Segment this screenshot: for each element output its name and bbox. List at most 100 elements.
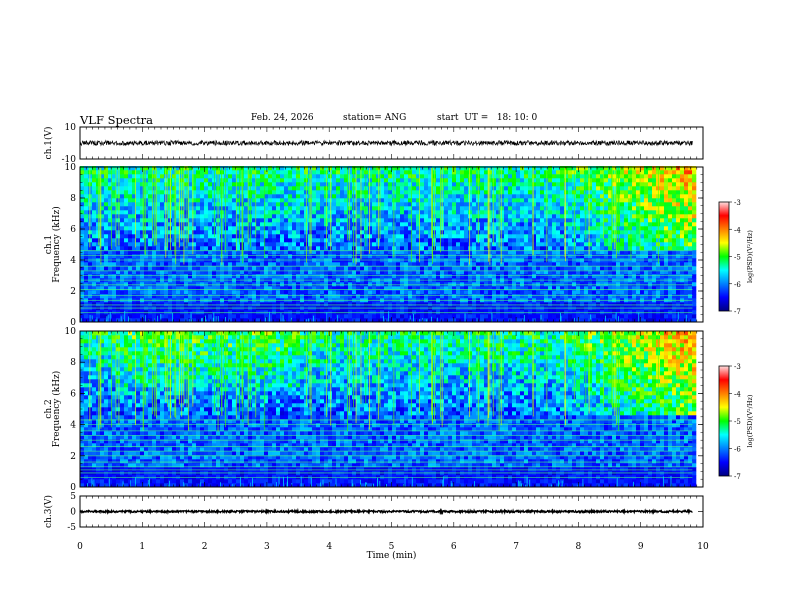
spectrogram-cell — [576, 314, 581, 319]
spectrogram-cell — [468, 202, 473, 207]
spectrogram-cell — [376, 246, 381, 251]
spectrogram-cell — [356, 262, 361, 267]
spectrogram-cell — [540, 230, 545, 235]
spectrogram-cell — [80, 198, 85, 203]
spectrogram-cell — [284, 202, 289, 207]
spectrogram-cell — [144, 302, 149, 307]
spectrogram-cell — [360, 262, 365, 267]
spectrogram-cell — [472, 182, 477, 187]
spectrogram-cell — [232, 230, 237, 235]
spectrogram-cell — [564, 262, 569, 267]
spectrogram-cell — [388, 202, 393, 207]
spectrogram-cell — [568, 318, 573, 323]
spectrogram-cell — [104, 230, 109, 235]
spectrogram-cell — [424, 170, 429, 175]
spectrogram-cell — [376, 234, 381, 239]
spectrogram-cell — [288, 194, 293, 199]
spectrogram-cell — [300, 250, 305, 255]
spectrogram-cell — [404, 198, 409, 203]
spectrogram-cell — [488, 290, 493, 295]
spectrogram-cell — [424, 206, 429, 211]
spectrogram-cell — [552, 210, 557, 215]
spectrogram-cell — [384, 182, 389, 187]
spectrogram-cell — [452, 262, 457, 267]
spectrogram-cell — [340, 186, 345, 191]
spectrogram-cell — [408, 190, 413, 195]
spectrogram-cell — [492, 302, 497, 307]
spectrogram-cell — [456, 210, 461, 215]
spectrogram-cell — [436, 230, 441, 235]
spectrogram-cell — [136, 254, 141, 259]
spectrogram-cell — [360, 294, 365, 299]
spectrogram-cell — [540, 302, 545, 307]
spectrogram-cell — [196, 250, 201, 255]
spectrogram-cell — [120, 314, 125, 319]
spectrogram-cell — [496, 174, 501, 179]
spectrogram-cell — [124, 166, 129, 171]
spectrogram-cell — [308, 274, 313, 279]
spectrogram-cell — [544, 186, 549, 191]
spectrogram-cell — [116, 318, 121, 323]
spectrogram-cell — [504, 250, 509, 255]
spectrogram-cell — [508, 178, 513, 183]
spectrogram-cell — [228, 282, 233, 287]
spectrogram-cell — [124, 282, 129, 287]
spectrogram-cell — [352, 174, 357, 179]
spectrogram-cell — [584, 242, 589, 247]
spectrogram-cell — [472, 218, 477, 223]
spectrogram-cell — [276, 254, 281, 259]
spectrogram-cell — [136, 190, 141, 195]
spectrogram-cell — [264, 254, 269, 259]
spectrogram-cell — [524, 254, 529, 259]
spectrogram-cell — [492, 206, 497, 211]
spectrogram-cell — [184, 234, 189, 239]
spectrogram-cell — [200, 206, 205, 211]
spectrogram-cell — [384, 170, 389, 175]
spectrogram-cell — [176, 170, 181, 175]
spectrogram-cell — [224, 274, 229, 279]
spectrogram-cell — [496, 238, 501, 243]
spectrogram-cell — [100, 178, 105, 183]
spectrogram-cell — [148, 186, 153, 191]
spectrogram-cell — [448, 230, 453, 235]
spectrogram-cell — [164, 314, 169, 319]
spectrogram-cell — [252, 310, 257, 315]
spectrogram-cell — [428, 202, 433, 207]
spectrogram-cell — [180, 178, 185, 183]
spectrogram-cell — [132, 274, 137, 279]
spectrogram-cell — [352, 238, 357, 243]
spectrogram-cell — [464, 230, 469, 235]
spectrogram-cell — [288, 242, 293, 247]
spectrogram-cell — [260, 206, 265, 211]
spectrogram-cell — [540, 318, 545, 323]
spectrogram-cell — [456, 274, 461, 279]
spectrogram-cell — [260, 238, 265, 243]
spectrogram-cell — [556, 202, 561, 207]
spectrogram-cell — [568, 186, 573, 191]
spectrogram-cell — [472, 210, 477, 215]
spectrogram-cell — [200, 186, 205, 191]
spectrogram-cell — [548, 286, 553, 291]
spectrogram-cell — [524, 294, 529, 299]
spectrogram-cell — [444, 178, 449, 183]
spectrogram-cell — [268, 274, 273, 279]
spectrogram-cell — [484, 266, 489, 271]
spectrogram-cell — [336, 190, 341, 195]
spectrogram-cell — [372, 314, 377, 319]
spectrogram-cell — [276, 170, 281, 175]
spectrogram-cell — [416, 270, 421, 275]
spectrogram-cell — [504, 290, 509, 295]
spectrogram-cell — [556, 182, 561, 187]
spectrogram-cell — [576, 250, 581, 255]
spectrogram-cell — [92, 286, 97, 291]
spectrogram-cell — [464, 302, 469, 307]
spectrogram-cell — [284, 270, 289, 275]
spectrogram-cell — [264, 190, 269, 195]
spectrogram-cell — [480, 210, 485, 215]
spectrogram-cell — [268, 222, 273, 227]
spectrogram-cell — [552, 230, 557, 235]
spectrogram-cell — [380, 302, 385, 307]
spectrogram-cell — [344, 234, 349, 239]
spectrogram-cell — [304, 282, 309, 287]
spectrogram-cell — [380, 234, 385, 239]
